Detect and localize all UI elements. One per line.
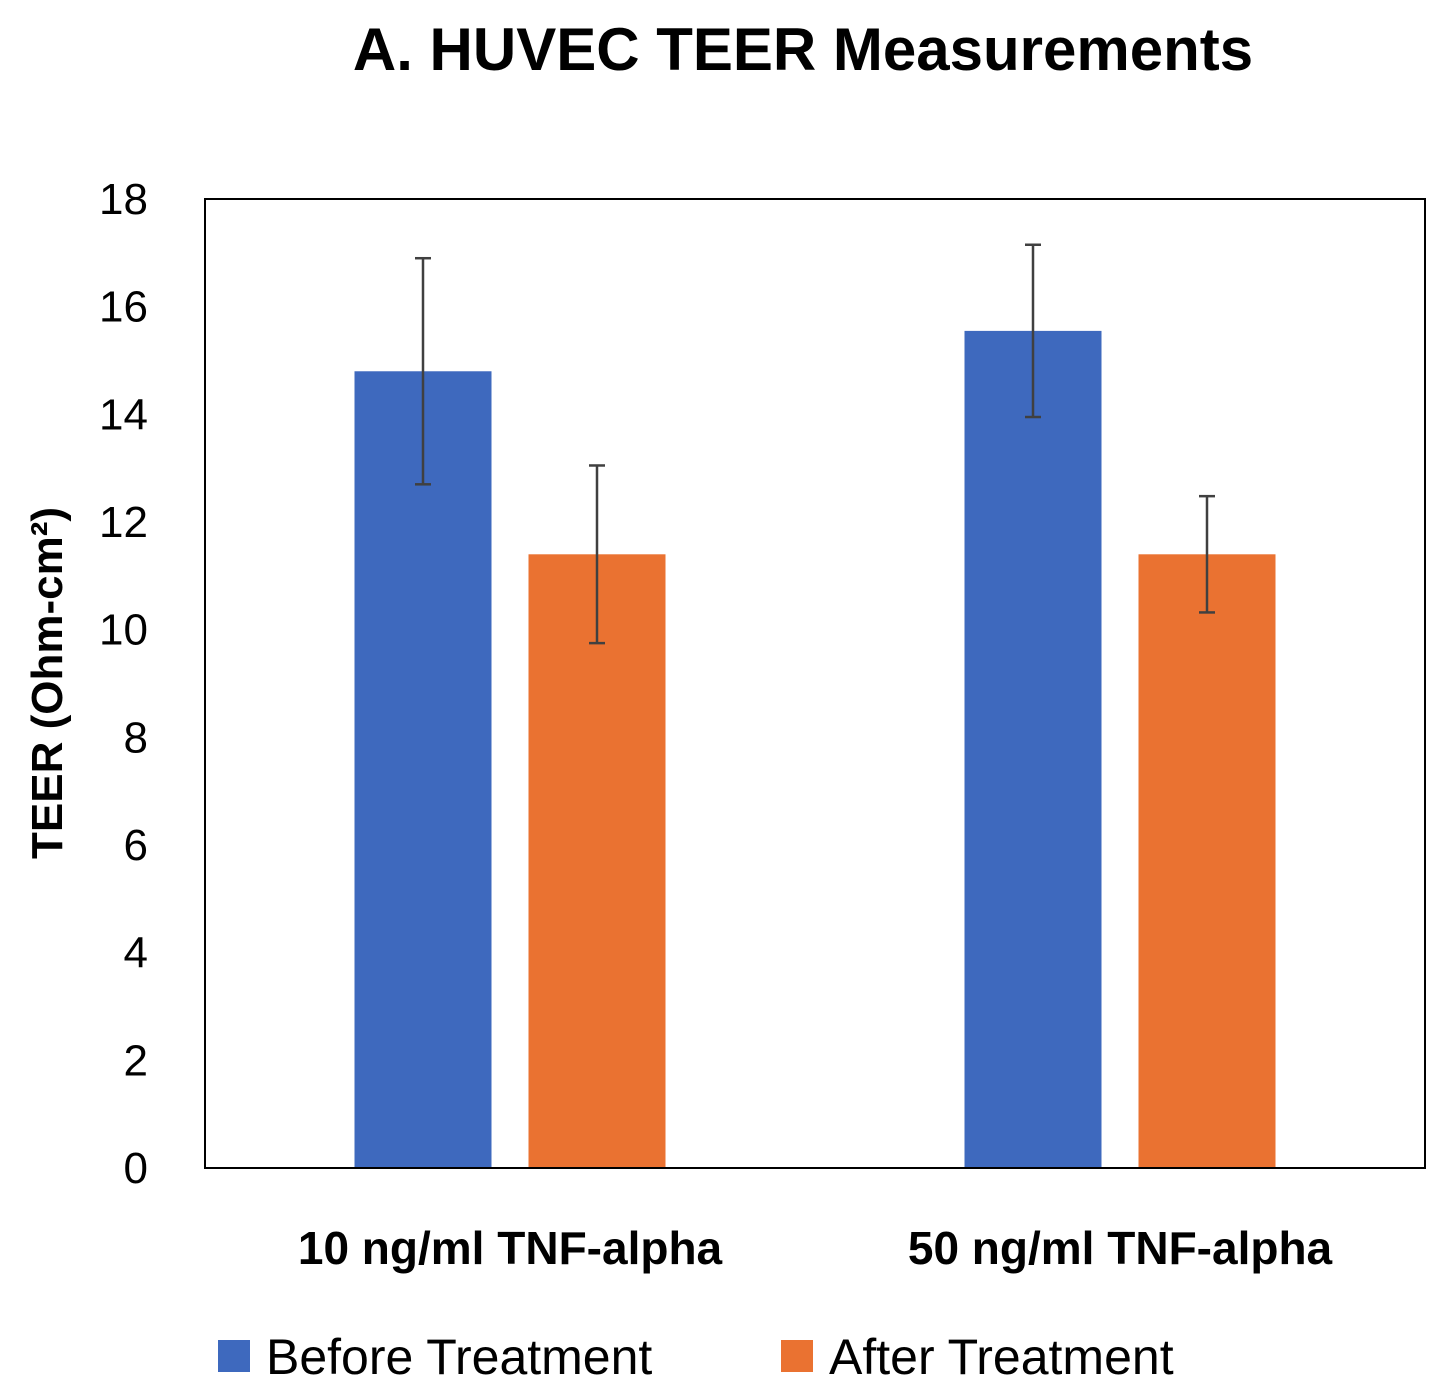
bar: [528, 554, 666, 1168]
bar: [1138, 554, 1276, 1168]
y-tick-label: 4: [124, 929, 148, 978]
error-bar: [1199, 494, 1215, 614]
bar: [964, 330, 1102, 1168]
plot-area-border: [204, 198, 1426, 1169]
error-bar: [415, 256, 431, 486]
legend-label: After Treatment: [829, 1329, 1174, 1385]
y-tick-label: 6: [124, 821, 148, 870]
legend-item: After Treatment: [781, 1329, 1174, 1385]
y-tick-label: 0: [124, 1144, 148, 1193]
y-tick-label: 2: [124, 1036, 148, 1085]
bar: [354, 371, 492, 1168]
y-tick-label: 18: [99, 175, 148, 224]
y-tick-label: 12: [99, 498, 148, 547]
legend-swatch: [781, 1340, 813, 1372]
chart-title: A. HUVEC TEER Measurements: [353, 16, 1253, 83]
y-tick-label: 14: [99, 390, 148, 439]
y-tick-label: 10: [99, 606, 148, 655]
error-bar: [1025, 243, 1041, 419]
x-category-label: 10 ng/ml TNF-alpha: [298, 1222, 723, 1274]
legend-swatch: [218, 1340, 250, 1372]
y-tick-label: 8: [124, 713, 148, 762]
legend-item: Before Treatment: [218, 1329, 652, 1385]
error-bar: [589, 464, 605, 645]
legend-label: Before Treatment: [266, 1329, 652, 1385]
x-category-label: 50 ng/ml TNF-alpha: [908, 1222, 1333, 1274]
y-axis-label: TEER (Ohm-cm²): [23, 507, 72, 859]
y-tick-label: 16: [99, 283, 148, 332]
